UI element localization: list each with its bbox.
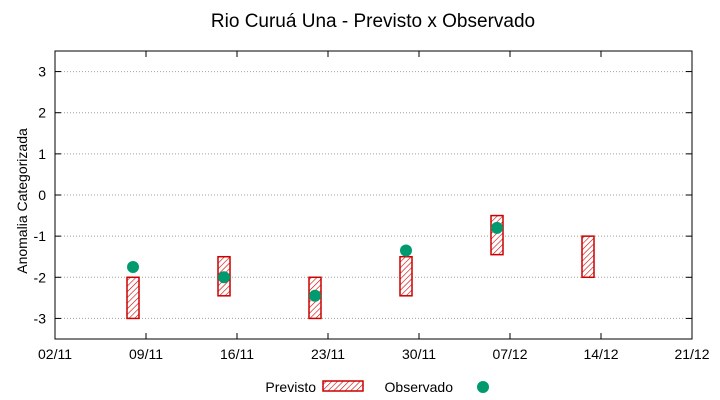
x-tick-label: 02/11 — [38, 346, 72, 362]
legend-label-previsto: Previsto — [265, 379, 316, 395]
y-tick-label: 1 — [38, 146, 46, 162]
chart-title: Rio Curuá Una - Previsto x Observado — [211, 11, 535, 32]
x-tick-label: 09/11 — [129, 346, 163, 362]
x-tick-label: 30/11 — [402, 346, 436, 362]
previsto-box — [490, 214, 504, 256]
observado-point — [127, 261, 139, 273]
legend: Previsto Observado — [265, 379, 489, 395]
grid — [55, 71, 692, 319]
y-axis-label: Anomalia Categorizada — [14, 128, 30, 274]
x-tick-label: 07/12 — [492, 346, 527, 362]
y-tick-label: -2 — [34, 269, 47, 285]
previsto-box — [581, 235, 595, 279]
observado-point — [218, 271, 230, 284]
legend-swatch-previsto — [322, 380, 364, 392]
observado-point — [491, 221, 503, 234]
plot-frame — [54, 50, 693, 340]
legend-label-observado: Observado — [385, 379, 454, 395]
y-tick-label: 3 — [38, 64, 46, 80]
x-tick-label: 21/12 — [674, 346, 709, 362]
previsto-box — [399, 255, 413, 297]
x-tick-label: 14/12 — [583, 346, 618, 362]
x-tick-label: 23/11 — [311, 346, 345, 362]
observado-point — [309, 289, 321, 302]
legend-swatch-observado — [477, 381, 489, 393]
series-previsto — [126, 214, 595, 320]
y-tick-label: 0 — [38, 187, 46, 203]
y-tick-label: 2 — [38, 105, 46, 121]
observado-point — [400, 244, 412, 257]
y-axis: 3 2 1 0 -1 -2 -3 — [34, 64, 692, 326]
y-tick-label: -1 — [34, 228, 47, 244]
y-tick-label: -3 — [34, 310, 47, 326]
series-observado — [127, 221, 503, 302]
x-tick-label: 16/11 — [220, 346, 254, 362]
previsto-box — [126, 276, 140, 320]
